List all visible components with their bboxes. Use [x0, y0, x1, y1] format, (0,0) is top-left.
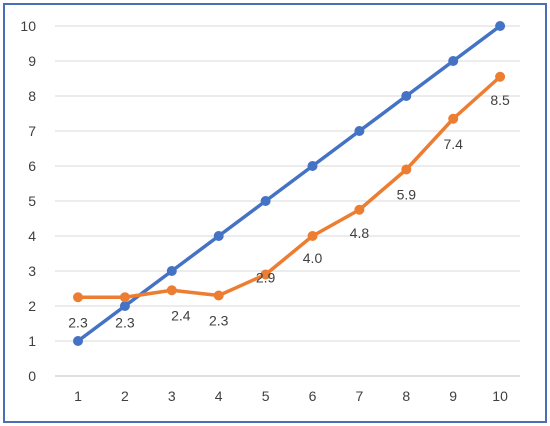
x-tick-label: 1 [74, 388, 82, 404]
series-1-point [495, 21, 506, 31]
x-tick-label: 2 [121, 388, 129, 404]
y-tick-label: 5 [28, 193, 36, 209]
series-1-point [307, 161, 318, 171]
y-tick-label: 10 [20, 18, 36, 34]
y-tick-label: 8 [28, 88, 36, 104]
data-label: 2.4 [171, 307, 191, 323]
series-1-point [260, 196, 271, 206]
series-2-point [119, 292, 130, 303]
series-2-line [76, 75, 502, 299]
y-tick-label: 6 [28, 158, 36, 174]
y-tick-label: 1 [28, 333, 36, 349]
data-label: 2.3 [115, 314, 135, 330]
series-2-point [401, 164, 412, 175]
y-tick-label: 3 [28, 263, 36, 279]
series-2-point [307, 231, 318, 241]
y-tick-label: 9 [28, 53, 36, 69]
data-label: 5.9 [397, 187, 417, 203]
y-tick-label: 7 [28, 123, 36, 139]
data-label: 2.3 [68, 314, 88, 330]
series-2-point [448, 113, 459, 124]
x-tick-label: 6 [309, 388, 317, 404]
data-label: 4.8 [350, 225, 370, 241]
x-tick-label: 4 [215, 388, 223, 404]
x-tick-label: 7 [356, 388, 364, 404]
y-tick-label: 2 [28, 298, 36, 314]
y-tick-label: 0 [28, 368, 36, 384]
data-label: 2.3 [209, 313, 229, 329]
x-tick-label: 3 [168, 388, 176, 404]
series-1-point [73, 336, 83, 346]
series-2-point [354, 204, 365, 215]
series-1-point [166, 266, 177, 276]
data-label: 4.0 [303, 250, 323, 266]
series-2-point [73, 292, 83, 303]
y-tick-label: 4 [28, 228, 36, 244]
x-tick-label: 9 [449, 388, 457, 404]
series-1-point [119, 301, 130, 311]
x-tick-label: 5 [262, 388, 270, 404]
data-label: 7.4 [443, 136, 463, 152]
chart-frame [3, 3, 547, 423]
series-2-point [213, 290, 224, 301]
x-tick-label: 8 [402, 388, 410, 404]
series-2-point [495, 71, 506, 82]
series-1-point [213, 231, 224, 241]
series-1-point [448, 56, 459, 66]
series-1-point [401, 91, 412, 101]
data-label: 2.9 [256, 270, 276, 286]
series-2-point [260, 269, 271, 280]
series-2-point [166, 285, 177, 296]
data-label: 8.5 [490, 92, 510, 108]
series-1-point [354, 126, 365, 136]
series-1-line [76, 24, 502, 343]
x-tick-label: 10 [492, 388, 508, 404]
